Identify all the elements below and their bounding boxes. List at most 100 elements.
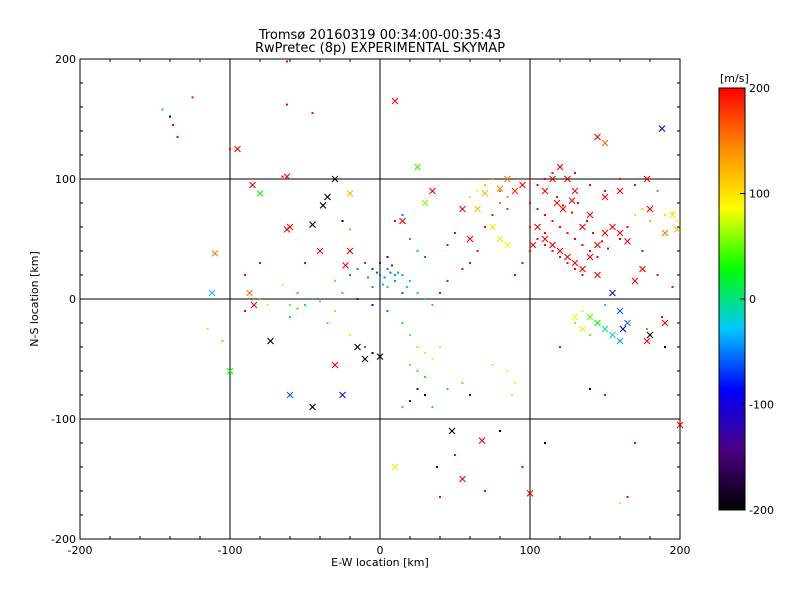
- colorbar-tick-label: -100: [749, 399, 774, 412]
- dot-marker: [634, 214, 636, 216]
- dot-marker: [401, 322, 404, 324]
- dot-marker: [619, 238, 621, 240]
- cross-marker: [616, 337, 624, 345]
- dot-marker: [409, 400, 411, 402]
- dot-marker: [521, 466, 524, 468]
- cross-marker: [496, 185, 504, 192]
- cross-marker: [286, 391, 294, 399]
- dot-marker: [364, 262, 366, 264]
- cross-marker: [609, 223, 616, 231]
- dot-marker: [311, 112, 314, 114]
- cross-marker: [556, 163, 564, 171]
- dot-marker: [581, 310, 584, 312]
- dot-marker: [544, 244, 546, 246]
- cross-marker: [676, 421, 684, 429]
- cross-marker: [448, 427, 456, 435]
- cross-marker: [646, 331, 654, 339]
- dot-marker: [461, 268, 464, 270]
- dot-marker: [386, 310, 389, 312]
- dot-marker: [371, 268, 374, 270]
- cross-marker: [549, 175, 556, 183]
- colorbar-tick-label: 200: [749, 82, 770, 95]
- dot-marker: [244, 274, 246, 276]
- dot-marker: [544, 178, 546, 180]
- dot-marker: [604, 190, 606, 192]
- cross-marker: [208, 289, 216, 297]
- dot-marker: [596, 256, 599, 258]
- cross-marker: [541, 187, 549, 195]
- y-tick-label: -100: [51, 413, 76, 426]
- cross-marker: [504, 175, 511, 183]
- dot-marker: [574, 322, 576, 324]
- dot-marker: [586, 220, 588, 222]
- dot-marker: [259, 262, 261, 264]
- dot-marker: [409, 364, 411, 366]
- y-axis-ticks: -200 -100 0 100 200: [51, 53, 680, 546]
- dot-marker: [536, 208, 539, 210]
- dot-marker: [431, 304, 434, 306]
- cross-marker: [594, 241, 601, 249]
- cross-marker: [286, 223, 294, 231]
- dot-marker: [454, 454, 456, 456]
- dot-marker: [521, 262, 524, 264]
- cross-marker: [586, 313, 594, 321]
- dot-marker: [661, 316, 663, 318]
- cross-marker: [316, 247, 324, 255]
- dot-marker: [574, 268, 576, 270]
- data-points: [161, 60, 684, 504]
- dot-marker: [379, 280, 381, 282]
- dot-marker: [551, 172, 554, 174]
- cross-marker: [429, 187, 436, 195]
- dot-marker: [536, 184, 539, 186]
- dot-marker: [529, 226, 531, 228]
- dot-marker: [446, 280, 449, 282]
- dot-marker: [604, 304, 606, 306]
- cross-marker: [586, 253, 594, 261]
- colorbar-label: [m/s]: [720, 72, 749, 85]
- dot-marker: [544, 442, 546, 444]
- dot-marker: [439, 496, 441, 498]
- dot-marker: [424, 256, 426, 258]
- cross-marker: [346, 190, 354, 197]
- cross-marker: [601, 325, 609, 333]
- cross-marker: [601, 229, 609, 237]
- dot-marker: [544, 232, 546, 234]
- cross-marker: [211, 250, 219, 257]
- cross-marker: [376, 353, 384, 360]
- colorbar-tick-label: 0: [749, 293, 756, 306]
- dot-marker: [559, 256, 561, 258]
- dot-marker: [469, 262, 471, 264]
- dot-marker: [649, 220, 651, 222]
- dot-marker: [571, 211, 573, 214]
- cross-marker: [354, 343, 361, 351]
- dot-marker: [367, 276, 369, 279]
- cross-marker: [267, 337, 274, 345]
- dot-marker: [191, 96, 194, 99]
- dot-marker: [401, 214, 404, 216]
- cross-marker: [496, 235, 504, 243]
- dot-marker: [476, 250, 479, 252]
- cross-marker: [616, 229, 624, 237]
- dot-marker: [664, 346, 666, 348]
- dot-marker: [431, 358, 434, 360]
- dot-marker: [491, 364, 494, 366]
- cross-marker: [658, 125, 666, 132]
- y-tick-label: 0: [69, 293, 76, 306]
- cross-marker: [519, 181, 526, 189]
- dot-marker: [334, 280, 336, 282]
- dot-marker: [589, 250, 591, 252]
- cross-marker: [549, 241, 556, 249]
- dot-marker: [559, 226, 561, 228]
- cross-marker: [309, 221, 316, 228]
- dot-marker: [349, 228, 351, 231]
- cross-marker: [319, 202, 327, 209]
- dot-marker: [646, 328, 648, 330]
- dot-marker: [634, 442, 636, 444]
- x-tick-label: -200: [68, 544, 93, 557]
- dot-marker: [641, 250, 644, 252]
- dot-marker: [289, 304, 291, 306]
- cross-marker: [609, 331, 616, 339]
- dot-marker: [383, 276, 386, 279]
- dot-marker: [341, 292, 344, 294]
